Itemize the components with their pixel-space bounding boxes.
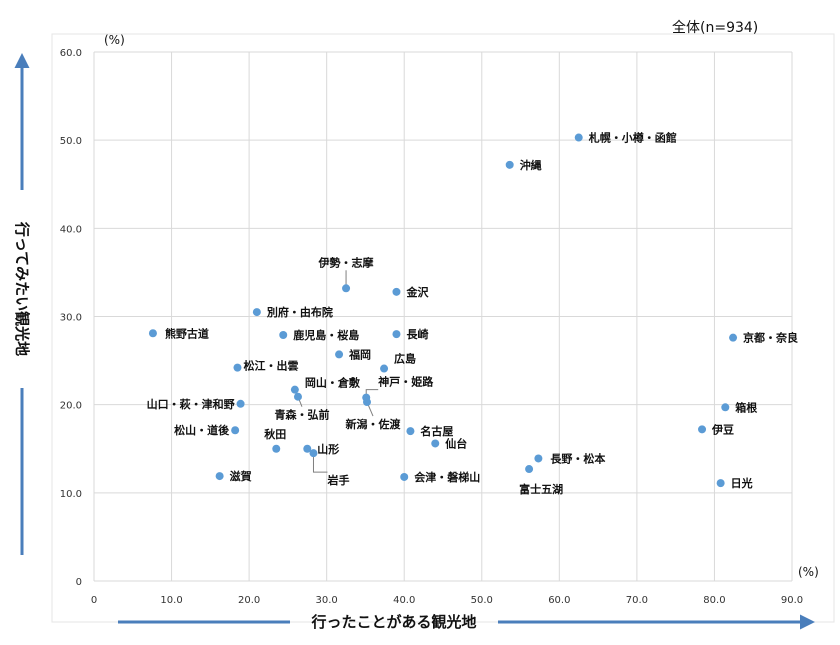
data-point <box>252 308 261 317</box>
data-point <box>231 426 240 435</box>
data-point <box>342 284 351 293</box>
data-point <box>400 472 409 481</box>
data-point <box>148 329 157 338</box>
data-point <box>392 330 401 339</box>
point-label: 熊野古道 <box>165 326 209 340</box>
point-label: 京都・奈良 <box>743 331 798 345</box>
note-text: 全体(n=934) <box>672 19 758 36</box>
point-label: 滋賀 <box>230 469 252 483</box>
point-label: 秋田 <box>264 427 286 441</box>
point-label: 箱根 <box>735 400 758 414</box>
data-point <box>729 333 738 342</box>
y-tick-labels: 0 10.0 20.0 30.0 40.0 50.0 60.0 <box>60 48 82 588</box>
point-label: 山形 <box>317 442 339 456</box>
x-tick-label: 40.0 <box>393 595 415 606</box>
data-point <box>279 331 288 340</box>
y-tick-label: 50.0 <box>60 136 82 147</box>
point-label: 沖縄 <box>520 158 542 172</box>
x-tick-label: 0 <box>91 595 97 606</box>
x-tick-label: 50.0 <box>471 595 493 606</box>
point-label: 広島 <box>394 352 416 366</box>
y-tick-label: 0 <box>76 577 82 588</box>
leader-line <box>312 453 328 473</box>
x-tick-labels: 0 10.0 20.0 30.0 40.0 50.0 60.0 70.0 80.0 90.0 <box>91 595 803 606</box>
data-point <box>215 472 224 481</box>
x-tick-label: 80.0 <box>703 595 725 606</box>
point-label: 富士五湖 <box>519 482 563 496</box>
point-label: 別府・由布院 <box>266 305 333 319</box>
data-point <box>335 350 344 359</box>
x-tick-label: 10.0 <box>160 595 182 606</box>
point-label: 福岡 <box>348 347 371 361</box>
y-tick-label: 10.0 <box>60 489 82 500</box>
point-label: 岩手 <box>326 473 349 487</box>
x-tick-label: 70.0 <box>626 595 648 606</box>
y-tick-label: 30.0 <box>60 313 82 324</box>
x-tick-label: 30.0 <box>316 595 338 606</box>
point-label: 伊豆 <box>711 422 734 436</box>
point-label: 名古屋 <box>420 424 453 438</box>
chart-border <box>51 33 835 623</box>
point-label: 青森・弘前 <box>274 408 329 422</box>
point-label: 神戸・姫路 <box>378 375 434 389</box>
data-points <box>148 133 738 488</box>
y-tick-label: 60.0 <box>60 48 82 59</box>
point-label: 山口・萩・津和野 <box>147 397 235 411</box>
y-axis-label: 行ってみたい観光地 <box>13 221 31 356</box>
data-point <box>534 454 543 463</box>
point-label: 長崎 <box>406 327 428 341</box>
point-label: 伊勢・志摩 <box>318 255 375 269</box>
data-point <box>362 398 371 407</box>
data-point <box>380 364 389 373</box>
y-tick-label: 40.0 <box>60 224 82 235</box>
point-label: 長野・松本 <box>550 451 605 465</box>
y-tick-label: 20.0 <box>60 401 82 412</box>
point-label: 札幌・小樽・函館 <box>588 131 677 145</box>
data-point <box>233 363 242 372</box>
point-label: 松江・出雲 <box>243 359 298 373</box>
point-label: 仙台 <box>445 436 467 450</box>
data-point <box>303 444 312 453</box>
data-point <box>392 287 401 296</box>
data-point <box>290 385 299 394</box>
data-point <box>574 133 583 142</box>
data-point <box>309 449 318 458</box>
data-point <box>293 392 302 401</box>
x-unit: (%) <box>798 565 819 579</box>
x-tick-label: 90.0 <box>781 595 803 606</box>
data-point <box>698 425 707 434</box>
x-tick-label: 60.0 <box>548 595 570 606</box>
point-label: 新潟・佐渡 <box>345 417 401 431</box>
data-point <box>272 444 281 453</box>
grid-lines <box>93 51 793 582</box>
data-point <box>406 427 415 436</box>
point-label: 会津・磐梯山 <box>414 470 480 484</box>
point-label: 日光 <box>731 476 753 490</box>
data-point <box>505 160 514 169</box>
data-point <box>236 399 245 408</box>
data-point <box>431 439 440 448</box>
data-point <box>721 403 730 412</box>
point-label: 鹿児島・桜島 <box>293 328 359 342</box>
point-label: 岡山・倉敷 <box>305 376 361 390</box>
y-unit: (%) <box>104 33 125 47</box>
point-label: 金沢 <box>405 285 429 299</box>
data-point <box>525 465 534 474</box>
data-point <box>716 479 725 488</box>
x-axis-label: 行ったことがある観光地 <box>310 613 476 631</box>
point-label: 松山・道後 <box>174 423 230 437</box>
x-tick-label: 20.0 <box>238 595 260 606</box>
